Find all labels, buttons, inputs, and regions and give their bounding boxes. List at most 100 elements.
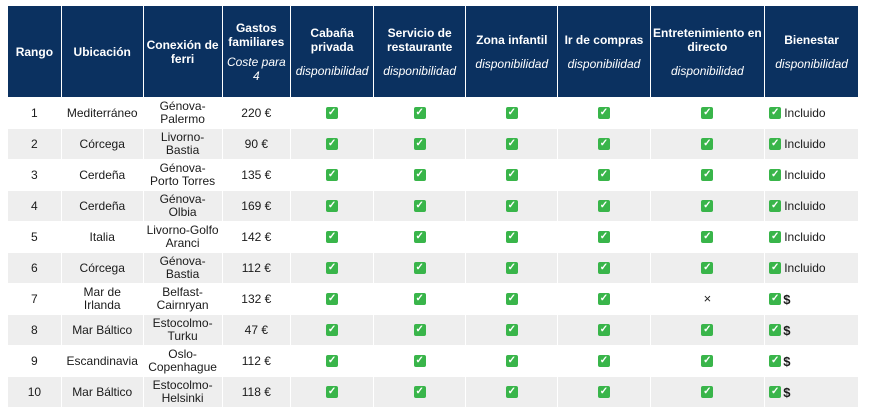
cell-location: Mar de Irlanda <box>61 283 144 315</box>
cell-location: Cerdeña <box>61 159 144 191</box>
ferry-comparison-table-container: Rango Ubicación Conexión de ferri Gastos fa… <box>8 6 858 407</box>
column-header-subtitle: disponibilidad <box>475 56 549 71</box>
check-icon: ✓ <box>769 231 782 244</box>
cell-restaurant: ✓ <box>373 376 467 407</box>
check-icon: ✓ <box>505 231 518 244</box>
check-icon: ✓ <box>769 138 782 151</box>
cell-kids: ✓ <box>465 252 559 284</box>
cell-wellness: ✓ Incluido <box>764 159 858 191</box>
cell-location: Córcega <box>61 252 144 284</box>
check-icon: ✓ <box>597 231 610 244</box>
column-header-subtitle: disponibilidad <box>775 56 848 71</box>
cell-ferry: Livorno-Golfo Aranci <box>143 221 223 253</box>
check-icon: ✓ <box>413 262 426 275</box>
cell-live: ✓ <box>650 376 766 407</box>
cell-wellness: ✓ $ <box>764 314 858 346</box>
table-row: 7 Mar de Irlanda Belfast-Cairnryan 132 € ✓ ✓ ✓… <box>8 283 858 315</box>
cell-ferry: Génova-Palermo <box>143 97 223 129</box>
cell-location: Escandinavia <box>61 345 144 377</box>
cell-kids: ✓ <box>465 314 559 346</box>
cell-wellness: ✓ $ <box>764 283 858 315</box>
cell-live: ✓ <box>650 159 766 191</box>
check-icon: ✓ <box>769 355 782 368</box>
check-icon: ✓ <box>326 169 339 182</box>
cell-cabin: ✓ <box>290 159 375 191</box>
column-header-title: Bienestar <box>784 32 839 47</box>
cell-live: ✓ <box>650 252 766 284</box>
cell-cost: 47 € <box>222 314 292 346</box>
column-header-title: Cabaña privada <box>310 25 354 54</box>
check-icon: ✓ <box>505 138 518 151</box>
check-icon: ✓ <box>413 231 426 244</box>
cell-kids: ✓ <box>465 128 559 160</box>
table-row: 4 Cerdeña Génova-Olbia 169 € ✓ ✓ ✓ ✓ ✓ ✓ Incluido <box>8 190 858 222</box>
cell-wellness: ✓ Incluido <box>764 190 858 222</box>
cell-cabin: ✓ <box>290 190 375 222</box>
included-label: Incluido <box>784 229 826 244</box>
check-icon: ✓ <box>413 169 426 182</box>
cell-rank: 3 <box>8 159 62 191</box>
cell-location: Córcega <box>61 128 144 160</box>
cell-cabin: ✓ <box>290 345 375 377</box>
cell-kids: ✓ <box>465 376 559 407</box>
cell-cost: 220 € <box>222 97 292 129</box>
cell-live: ✓ <box>650 314 766 346</box>
column-header-title: Ir de compras <box>564 32 644 47</box>
cell-kids: ✓ <box>465 221 559 253</box>
check-icon: ✓ <box>505 386 518 399</box>
check-icon: ✓ <box>701 200 714 213</box>
check-icon: ✓ <box>413 200 426 213</box>
check-icon: ✓ <box>326 324 339 337</box>
column-header-title: Ubicación <box>73 44 131 59</box>
cell-live: ✓ <box>650 345 766 377</box>
column-header: Ir de compras disponibilidad <box>557 6 651 98</box>
cell-cost: 142 € <box>222 221 292 253</box>
column-header: Bienestar disponibilidad <box>764 6 858 98</box>
cell-rank: 7 <box>8 283 62 315</box>
check-icon: ✓ <box>597 169 610 182</box>
cell-rank: 10 <box>8 376 62 407</box>
cell-location: Cerdeña <box>61 190 144 222</box>
cell-wellness: ✓ Incluido <box>764 252 858 284</box>
cell-ferry: Génova-Bastia <box>143 252 223 284</box>
check-icon: ✓ <box>597 324 610 337</box>
check-icon: ✓ <box>769 200 782 213</box>
cell-rank: 1 <box>8 97 62 129</box>
cell-ferry: Génova-Olbia <box>143 190 223 222</box>
check-icon: ✓ <box>769 386 782 399</box>
table-row: 9 Escandinavia Oslo-Copenhague 112 € ✓ ✓ ✓ ✓ ✓ ✓ $ <box>8 345 858 377</box>
column-header-title: Servicio de restaurante <box>386 25 453 54</box>
cell-rank: 6 <box>8 252 62 284</box>
check-icon: ✓ <box>701 324 714 337</box>
cell-kids: ✓ <box>465 97 559 129</box>
cell-shopping: ✓ <box>557 376 651 407</box>
check-icon: ✓ <box>413 386 426 399</box>
cell-kids: ✓ <box>465 283 559 315</box>
cell-rank: 9 <box>8 345 62 377</box>
cell-restaurant: ✓ <box>373 190 467 222</box>
cell-rank: 8 <box>8 314 62 346</box>
cell-cabin: ✓ <box>290 252 375 284</box>
check-icon: ✓ <box>597 386 610 399</box>
cell-ferry: Oslo-Copenhague <box>143 345 223 377</box>
cross-icon: × <box>703 291 712 306</box>
table-row: 5 Italia Livorno-Golfo Aranci 142 € ✓ ✓ ✓ ✓ ✓ ✓ In… <box>8 221 858 253</box>
extra-cost-label: $ <box>783 322 791 338</box>
cell-live: × <box>650 283 766 315</box>
check-icon: ✓ <box>597 262 610 275</box>
cell-restaurant: ✓ <box>373 128 467 160</box>
check-icon: ✓ <box>769 169 782 182</box>
extra-cost-label: $ <box>783 384 791 400</box>
cell-shopping: ✓ <box>557 345 651 377</box>
included-label: Incluido <box>784 260 826 275</box>
cell-restaurant: ✓ <box>373 314 467 346</box>
column-header-subtitle: disponibilidad <box>671 63 744 78</box>
cell-kids: ✓ <box>465 159 559 191</box>
cell-live: ✓ <box>650 128 766 160</box>
cell-live: ✓ <box>650 221 766 253</box>
column-header-subtitle: Coste para 4 <box>226 54 286 83</box>
cell-cost: 132 € <box>222 283 292 315</box>
cell-restaurant: ✓ <box>373 345 467 377</box>
cell-cost: 112 € <box>222 252 292 284</box>
column-header-subtitle: disponibilidad <box>383 63 456 78</box>
